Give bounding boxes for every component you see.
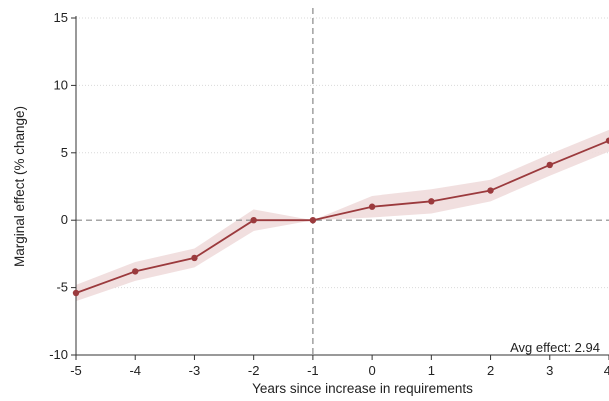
- x-tick-label: 1: [428, 363, 435, 378]
- y-tick-label: 0: [61, 212, 68, 227]
- x-tick-label: 2: [487, 363, 494, 378]
- data-point: [428, 198, 435, 205]
- y-tick-label: -5: [56, 280, 68, 295]
- x-tick-label: -4: [129, 363, 141, 378]
- data-point: [487, 187, 494, 194]
- data-point: [132, 268, 139, 275]
- data-point: [191, 254, 198, 262]
- x-tick-label: -2: [248, 363, 260, 378]
- confidence-band: [76, 129, 609, 302]
- y-tick-label: -10: [49, 347, 68, 362]
- x-axis-title: Years since increase in requirements: [252, 381, 473, 396]
- series: [72, 137, 609, 297]
- gridlines: [76, 17, 609, 289]
- x-tick-label: -3: [189, 363, 201, 378]
- y-axis-title: Marginal effect (% change): [12, 106, 27, 267]
- y-tick-label: 5: [61, 145, 68, 160]
- avg-effect-annotation: Avg effect: 2.94: [510, 340, 600, 355]
- data-point: [72, 289, 80, 297]
- data-point: [368, 203, 376, 210]
- data-point: [309, 217, 317, 224]
- x-tick-label: 3: [546, 363, 553, 378]
- x-tick-label: -1: [307, 363, 319, 378]
- x-tick-label: 4: [604, 363, 609, 378]
- x-tick-label: -5: [70, 363, 82, 378]
- series-line: [75, 139, 609, 294]
- ci-band: [76, 129, 609, 302]
- data-point: [546, 161, 553, 169]
- data-point: [605, 137, 609, 144]
- reference-lines: [76, 8, 609, 355]
- y-tick-label: 10: [54, 77, 68, 92]
- axes: [71, 16, 609, 360]
- x-tick-label: 0: [368, 363, 375, 378]
- data-point: [250, 217, 257, 224]
- y-tick-label: 15: [54, 10, 68, 25]
